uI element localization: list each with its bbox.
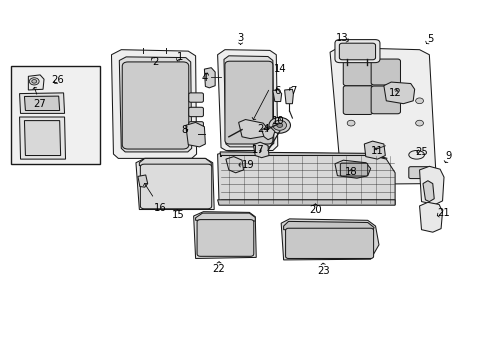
Text: 13: 13 xyxy=(335,33,348,43)
Text: 21: 21 xyxy=(437,208,449,218)
Text: 26: 26 xyxy=(51,75,64,85)
FancyBboxPatch shape xyxy=(140,164,211,209)
Polygon shape xyxy=(195,213,255,221)
Polygon shape xyxy=(28,75,44,90)
Polygon shape xyxy=(139,158,211,166)
Polygon shape xyxy=(136,158,214,210)
Text: 5: 5 xyxy=(426,34,433,44)
Polygon shape xyxy=(24,96,60,111)
Polygon shape xyxy=(422,181,433,202)
Polygon shape xyxy=(20,117,65,159)
Text: 25: 25 xyxy=(414,147,427,157)
FancyBboxPatch shape xyxy=(334,40,379,63)
Circle shape xyxy=(415,120,423,126)
Polygon shape xyxy=(220,152,386,158)
FancyBboxPatch shape xyxy=(188,93,203,102)
Polygon shape xyxy=(224,56,273,147)
Polygon shape xyxy=(253,142,268,158)
FancyBboxPatch shape xyxy=(340,166,362,178)
Polygon shape xyxy=(329,48,435,184)
Polygon shape xyxy=(281,219,378,260)
Polygon shape xyxy=(204,68,215,88)
FancyBboxPatch shape xyxy=(197,220,253,256)
Polygon shape xyxy=(217,200,394,205)
Text: 19: 19 xyxy=(242,160,254,170)
FancyBboxPatch shape xyxy=(122,62,188,149)
Circle shape xyxy=(268,117,290,133)
Polygon shape xyxy=(225,157,243,173)
Polygon shape xyxy=(111,50,196,158)
Polygon shape xyxy=(119,57,191,152)
Text: 9: 9 xyxy=(445,150,451,161)
Text: 18: 18 xyxy=(344,167,357,177)
FancyBboxPatch shape xyxy=(224,61,272,144)
Text: 20: 20 xyxy=(308,204,321,215)
FancyBboxPatch shape xyxy=(340,163,367,176)
Text: 4: 4 xyxy=(201,73,207,84)
Polygon shape xyxy=(185,122,205,147)
Circle shape xyxy=(32,80,37,83)
Polygon shape xyxy=(217,152,394,204)
Text: 17: 17 xyxy=(251,145,264,156)
Text: 24: 24 xyxy=(256,124,269,134)
Text: 27: 27 xyxy=(34,99,46,109)
Polygon shape xyxy=(283,221,373,231)
Text: 12: 12 xyxy=(388,88,401,98)
FancyBboxPatch shape xyxy=(408,167,430,179)
FancyBboxPatch shape xyxy=(343,86,372,114)
Text: 8: 8 xyxy=(182,125,187,135)
Circle shape xyxy=(272,120,286,130)
Text: 11: 11 xyxy=(370,146,383,156)
FancyBboxPatch shape xyxy=(343,59,372,86)
Text: 16: 16 xyxy=(154,203,166,213)
Polygon shape xyxy=(334,160,370,178)
Circle shape xyxy=(276,123,282,127)
FancyBboxPatch shape xyxy=(370,59,400,85)
Polygon shape xyxy=(24,121,61,156)
Polygon shape xyxy=(20,93,64,113)
FancyBboxPatch shape xyxy=(285,228,373,258)
Circle shape xyxy=(346,120,354,126)
Polygon shape xyxy=(364,141,385,159)
Polygon shape xyxy=(261,127,274,140)
Text: 14: 14 xyxy=(273,64,285,74)
Text: 22: 22 xyxy=(212,264,225,274)
Polygon shape xyxy=(138,175,147,187)
Text: 15: 15 xyxy=(172,210,184,220)
Polygon shape xyxy=(284,89,293,104)
FancyBboxPatch shape xyxy=(188,107,203,117)
Polygon shape xyxy=(217,50,277,150)
Polygon shape xyxy=(238,120,267,139)
Circle shape xyxy=(29,78,39,85)
Text: 1: 1 xyxy=(176,52,183,62)
FancyBboxPatch shape xyxy=(188,122,203,131)
Ellipse shape xyxy=(408,150,424,159)
Polygon shape xyxy=(272,89,281,102)
FancyBboxPatch shape xyxy=(339,43,375,60)
Text: 23: 23 xyxy=(317,266,329,276)
Text: 6: 6 xyxy=(274,86,281,96)
Text: 10: 10 xyxy=(271,116,284,126)
Polygon shape xyxy=(193,212,256,258)
Polygon shape xyxy=(419,166,443,204)
Text: 2: 2 xyxy=(152,57,159,67)
Polygon shape xyxy=(419,202,442,232)
Circle shape xyxy=(415,98,423,104)
Text: 7: 7 xyxy=(289,86,296,96)
Bar xyxy=(11,66,100,164)
Polygon shape xyxy=(383,82,414,104)
Text: 3: 3 xyxy=(237,33,243,43)
FancyBboxPatch shape xyxy=(370,86,400,114)
